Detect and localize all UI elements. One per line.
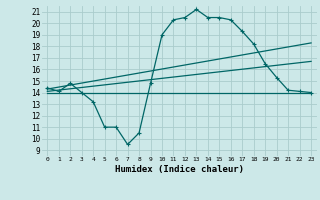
X-axis label: Humidex (Indice chaleur): Humidex (Indice chaleur) xyxy=(115,165,244,174)
